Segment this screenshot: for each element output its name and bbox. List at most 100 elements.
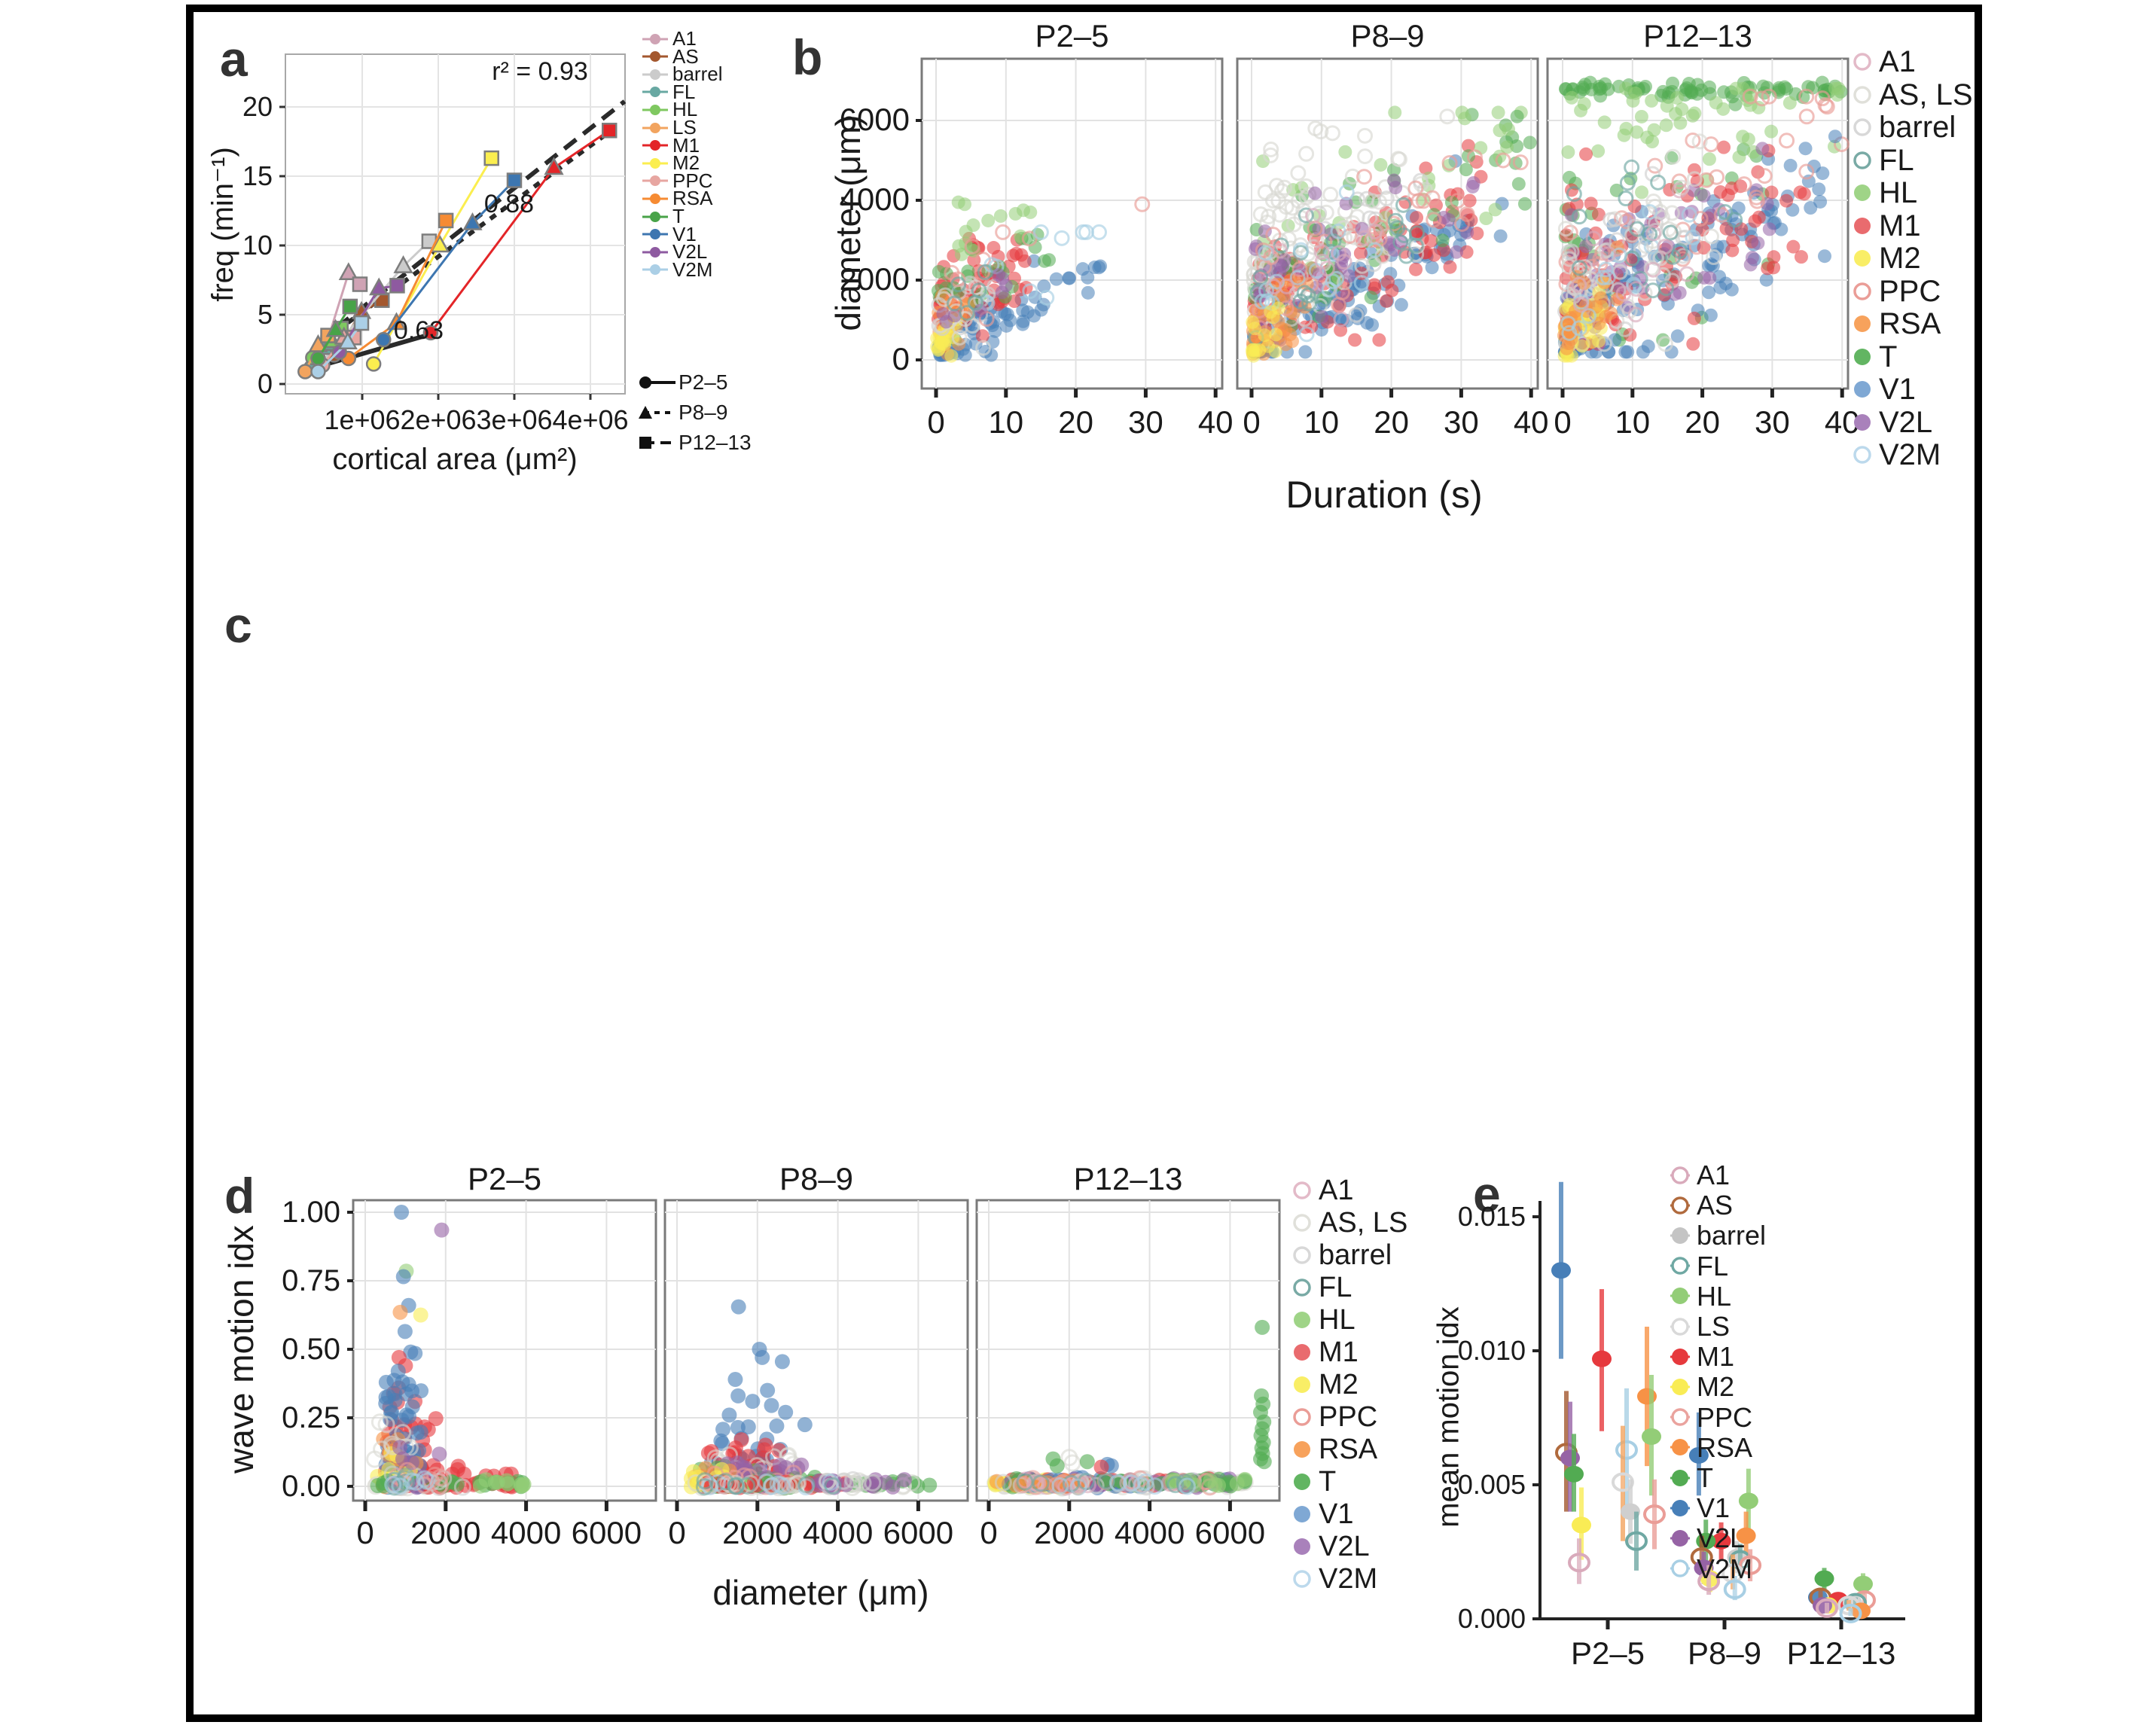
legend-item: HL xyxy=(642,98,697,121)
legend-item: V2M xyxy=(1853,438,1941,472)
legend-item: V2L xyxy=(1292,1531,1370,1563)
legend-item: HL xyxy=(1292,1304,1356,1336)
legend-item: M1 xyxy=(642,134,700,157)
legend-item: AS, LS xyxy=(1853,78,1973,112)
legend-label: V1 xyxy=(672,222,697,245)
legend-marker-icon xyxy=(1670,1408,1690,1426)
legend-item: A1 xyxy=(1853,45,1916,79)
legend-label: HL xyxy=(1319,1304,1356,1336)
legend-label: A1 xyxy=(1697,1160,1731,1190)
legend-marker-icon xyxy=(1854,315,1871,332)
legend-marker-icon xyxy=(1293,1214,1311,1232)
legend-marker-icon xyxy=(642,211,668,222)
legend-item: LS xyxy=(642,116,697,139)
legend-label: T xyxy=(1697,1462,1713,1493)
legend-marker-icon xyxy=(1670,1559,1690,1577)
legend-label: RSA xyxy=(1879,307,1941,340)
legend-item: RSA xyxy=(642,187,712,210)
panel-b-label: b xyxy=(792,29,823,85)
legend-marker-icon xyxy=(1853,85,1871,104)
legend-item: FL xyxy=(1853,144,1914,178)
legend-marker-icon xyxy=(1854,348,1871,365)
panel-a-ylabel: freq (min⁻¹) xyxy=(206,147,239,302)
legend-item: barrel xyxy=(1853,111,1956,145)
legend-marker-icon xyxy=(1294,1538,1310,1555)
legend-label: M2 xyxy=(672,151,700,175)
legend-marker-icon xyxy=(1854,250,1871,267)
legend-item: T xyxy=(1292,1466,1336,1498)
legend-marker-icon xyxy=(642,140,668,151)
legend-label: V1 xyxy=(1319,1498,1354,1530)
legend-label: V2M xyxy=(1697,1553,1753,1584)
legend-label: FL xyxy=(1319,1272,1352,1303)
panel-b-xlabel: Duration (s) xyxy=(1285,474,1483,516)
legend-label: AS, LS xyxy=(1319,1207,1408,1239)
legend-label: AS xyxy=(672,44,699,68)
legend-marker-icon xyxy=(1294,1506,1310,1522)
legend-item: PPC xyxy=(1292,1401,1377,1434)
legend-item: V1 xyxy=(642,223,697,246)
legend-label: V2L xyxy=(672,240,708,264)
legend-label: T xyxy=(1319,1466,1337,1498)
legend-item: M1 xyxy=(1292,1336,1359,1369)
legend-label: P2–5 xyxy=(679,370,728,394)
legend-marker-icon xyxy=(1854,184,1871,201)
legend-label: M1 xyxy=(1879,209,1921,242)
legend-item: barrel xyxy=(1292,1239,1392,1272)
legend-label: V2L xyxy=(1697,1522,1746,1554)
legend-label: M1 xyxy=(1697,1341,1735,1373)
panel-c-label: c xyxy=(224,597,252,653)
legend-label: PPC xyxy=(1879,274,1941,308)
legend-label: RSA xyxy=(672,187,713,210)
legend-marker-icon xyxy=(1670,1499,1690,1516)
legend-label: FL xyxy=(672,80,696,103)
legend-item: M1 xyxy=(1853,209,1921,243)
legend-item: V2M xyxy=(642,258,712,282)
legend-marker-icon xyxy=(642,104,668,115)
legend-item: RSA xyxy=(1853,307,1941,341)
legend-label: HL xyxy=(1697,1280,1732,1312)
legend-item: A1 xyxy=(1292,1175,1353,1207)
legend-marker-icon xyxy=(1853,118,1871,136)
legend-marker-icon xyxy=(1853,446,1871,464)
legend-label: V1 xyxy=(1697,1492,1731,1524)
legend-item: T xyxy=(1670,1462,1713,1494)
legend-item: T xyxy=(642,205,685,228)
legend-marker-icon xyxy=(1294,1312,1310,1328)
legend-marker-icon xyxy=(1294,1474,1310,1490)
legend-item: AS xyxy=(642,45,699,69)
legend-item: FL xyxy=(1670,1251,1728,1282)
legend-marker-icon xyxy=(1670,1317,1690,1336)
legend-label: PPC xyxy=(1319,1401,1378,1433)
legend-label: HL xyxy=(672,98,698,121)
panel-e-label: e xyxy=(1473,1166,1501,1222)
legend-label: HL xyxy=(1879,176,1918,209)
legend-item: barrel xyxy=(1670,1220,1766,1251)
legend-label: M2 xyxy=(1697,1371,1735,1403)
legend-item: V2M xyxy=(1670,1553,1752,1585)
legend-marker-icon xyxy=(1294,1441,1310,1458)
legend-item: A1 xyxy=(642,27,697,50)
legend-marker-icon xyxy=(1294,1344,1310,1361)
legend-marker-icon xyxy=(642,264,668,276)
legend-marker-icon xyxy=(1293,1408,1311,1426)
legend-marker-icon xyxy=(1853,53,1871,71)
panel-b-ylabel: diameter (μm) xyxy=(828,114,868,331)
legend-marker-icon xyxy=(642,69,668,80)
panel-d-xlabel: diameter (μm) xyxy=(712,1573,929,1612)
legend-label: barrel xyxy=(672,62,723,86)
legend-marker-icon xyxy=(642,51,668,62)
legend-item: PPC xyxy=(1670,1402,1752,1434)
legend-label: V2M xyxy=(1319,1563,1378,1595)
panel-a-label: a xyxy=(220,31,248,87)
legend-label: V2L xyxy=(1879,405,1933,439)
legend-item: A1 xyxy=(1670,1160,1730,1191)
legend-marker-icon xyxy=(1670,1469,1690,1486)
legend-item: HL xyxy=(1853,176,1917,210)
legend-marker-icon xyxy=(1670,1166,1690,1184)
legend-marker-icon xyxy=(1293,1181,1311,1199)
legend-marker-icon xyxy=(1854,217,1871,234)
legend-marker-icon xyxy=(1293,1570,1311,1588)
legend-item: M2 xyxy=(1292,1369,1359,1401)
